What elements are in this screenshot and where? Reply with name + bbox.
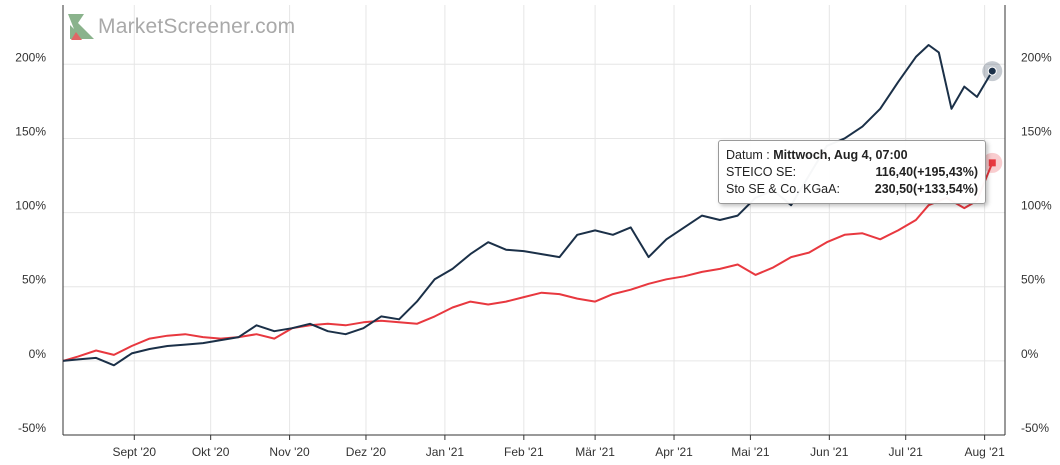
hover-markers: [982, 61, 1003, 173]
x-tick-label: Jan '21: [426, 445, 465, 459]
tooltip-series-label: Sto SE & Co. KGaA:: [726, 182, 840, 196]
y-tick-label: 100%: [15, 199, 46, 213]
tooltip-date: Datum : Mittwoch, Aug 4, 07:00: [726, 146, 978, 164]
x-tick-label: Apr '21: [655, 445, 693, 459]
x-tick-label: Dez '20: [346, 445, 387, 459]
y-tick-label: 50%: [22, 273, 46, 287]
axes: [62, 5, 1006, 440]
marketscreener-logo: MarketScreener.com: [68, 14, 295, 40]
x-tick-label: Jul '21: [889, 445, 924, 459]
chart-tooltip: Datum : Mittwoch, Aug 4, 07:00 STEICO SE…: [718, 140, 986, 204]
x-tick-label: Mai '21: [731, 445, 770, 459]
series-line-steico: [62, 44, 994, 367]
y-tick-label: 100%: [1021, 199, 1052, 213]
x-tick-label: Nov '20: [269, 445, 310, 459]
grid-lines: [63, 5, 1005, 436]
tooltip-row-steico: STEICO SE: 116,40(+195,43%): [726, 164, 978, 181]
x-tick-label: Sept '20: [112, 445, 156, 459]
y-axis-labels-right: -50% 0% 50% 100% 150% 200%: [1021, 50, 1052, 435]
tooltip-series-label: STEICO SE:: [726, 165, 797, 179]
y-tick-label: 0%: [1021, 347, 1039, 361]
x-tick-label: Jun '21: [810, 445, 849, 459]
tooltip-row-sto: Sto SE & Co. KGaA: 230,50(+133,54%): [726, 181, 978, 198]
y-tick-label: 150%: [1021, 124, 1052, 138]
hover-marker-steico: [987, 66, 997, 76]
x-tick-label: Mär '21: [575, 445, 615, 459]
hover-marker-sto: [988, 159, 996, 167]
tooltip-series-value: 230,50(+133,54%): [874, 182, 978, 196]
x-tick-label: Aug '21: [964, 445, 1005, 459]
y-tick-label: 50%: [1021, 273, 1045, 287]
y-tick-label: 200%: [1021, 50, 1052, 64]
x-tick-label: Feb '21: [504, 445, 544, 459]
y-tick-label: 150%: [15, 124, 46, 138]
y-tick-label: -50%: [1021, 421, 1049, 435]
tooltip-date-value: Mittwoch, Aug 4, 07:00: [773, 148, 908, 162]
y-tick-label: 200%: [15, 50, 46, 64]
series-lines: [62, 44, 994, 367]
logo-icon: [68, 14, 94, 40]
y-tick-label: 0%: [29, 347, 47, 361]
tooltip-date-label: Datum :: [726, 148, 774, 162]
y-tick-label: -50%: [18, 421, 46, 435]
x-tick-label: Okt '20: [192, 445, 230, 459]
logo-text: MarketScreener.com: [98, 15, 296, 38]
x-axis-labels: Sept '20 Okt '20 Nov '20 Dez '20 Jan '21 Feb …: [112, 445, 1005, 459]
series-line-sto: [62, 162, 994, 362]
y-axis-labels-left: -50% 0% 50% 100% 150% 200%: [15, 50, 46, 435]
tooltip-series-value: 116,40(+195,43%): [875, 165, 978, 179]
